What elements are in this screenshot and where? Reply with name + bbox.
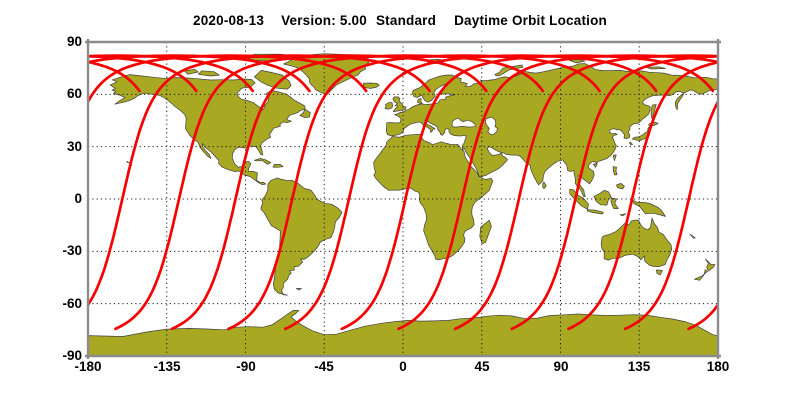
plot-frame xyxy=(85,39,721,359)
lake-layer xyxy=(451,116,498,136)
land-sri-lanka xyxy=(542,181,547,190)
land-eurasia xyxy=(386,63,718,197)
orbit-track xyxy=(623,98,718,331)
orbit-track xyxy=(453,54,718,331)
x-tick-label-n180: -180 xyxy=(74,359,102,374)
orbit-track xyxy=(88,54,311,93)
title-version: Version: 5.00 xyxy=(281,13,367,28)
orbit-track xyxy=(745,56,800,329)
orbit-track-layer xyxy=(0,54,800,331)
orbit-track xyxy=(510,54,718,331)
land-ireland xyxy=(384,102,393,110)
orbit-track xyxy=(397,54,718,331)
land-uk xyxy=(392,96,407,112)
y-tick-label-n30: -30 xyxy=(62,243,82,258)
land-madagascar xyxy=(479,219,492,245)
land-falklands xyxy=(295,288,302,291)
title-name: Daytime Orbit Location xyxy=(454,13,607,28)
land-sulawesi xyxy=(610,197,619,209)
orbit-track xyxy=(567,60,718,331)
land-taiwan xyxy=(612,154,617,162)
y-tick-label-n60: -60 xyxy=(62,296,82,311)
title-product: Standard xyxy=(375,13,437,28)
plot-title: 2020-08-13 Version: 5.00 Standard Daytim… xyxy=(0,13,800,28)
x-tick-label-0: 0 xyxy=(399,359,407,374)
orbit-track xyxy=(227,54,601,331)
x-tick-label-180: 180 xyxy=(706,359,730,374)
land-mindanao xyxy=(616,182,625,190)
map-layers xyxy=(0,42,800,356)
y-tick-label-n90: -90 xyxy=(62,348,82,363)
x-tick-label-n90: -90 xyxy=(236,359,256,374)
land-luzon xyxy=(612,166,618,176)
x-tick-label-45: 45 xyxy=(474,359,490,374)
lake-black-sea xyxy=(451,117,476,128)
x-tick-label-n135: -135 xyxy=(153,359,181,374)
x-tick-label-135: 135 xyxy=(627,359,651,374)
land-new-siberian-islands xyxy=(645,66,666,70)
land-timor xyxy=(619,213,627,217)
y-tick-label-0: 0 xyxy=(74,191,82,206)
land-victoria-island xyxy=(197,70,220,77)
land-new-guinea xyxy=(631,199,666,217)
land-severnaya-zemlya xyxy=(568,59,586,64)
land-java xyxy=(586,209,604,215)
orbit-track xyxy=(170,54,545,331)
land-novaya-zemlya xyxy=(494,64,524,77)
land-africa xyxy=(373,134,494,261)
x-tick-label-n45: -45 xyxy=(314,359,334,374)
land-cuba xyxy=(253,158,272,165)
y-tick-label-30: 30 xyxy=(66,139,82,154)
y-tick-label-90: 90 xyxy=(66,34,82,49)
land-hispaniola xyxy=(272,163,284,168)
land-hainan xyxy=(592,163,598,168)
land-north-america xyxy=(109,74,306,186)
orbit-track xyxy=(340,54,715,331)
orbit-track xyxy=(0,56,83,329)
land-sakhalin xyxy=(650,104,657,119)
land-kyushu xyxy=(629,141,633,146)
land-newfoundland xyxy=(299,108,311,118)
orbit-track xyxy=(88,54,368,105)
land-new-caledonia xyxy=(689,233,696,239)
land-nz-south-island xyxy=(694,269,708,281)
orbit-track xyxy=(0,56,26,329)
land-nz-north-island xyxy=(705,258,716,272)
grid-layer xyxy=(88,42,718,356)
y-tick-label-60: 60 xyxy=(66,86,82,101)
land-baffin xyxy=(253,70,292,90)
title-date: 2020-08-13 xyxy=(193,13,265,28)
orbit-track xyxy=(283,54,658,331)
land-south-america xyxy=(260,177,343,296)
land-banks-island xyxy=(183,69,199,75)
land-hawaii xyxy=(126,160,130,164)
x-tick-label-90: 90 xyxy=(553,359,569,374)
land-borneo xyxy=(593,189,612,206)
land-tasmania xyxy=(656,269,663,276)
lake-caspian-sea xyxy=(484,116,498,136)
